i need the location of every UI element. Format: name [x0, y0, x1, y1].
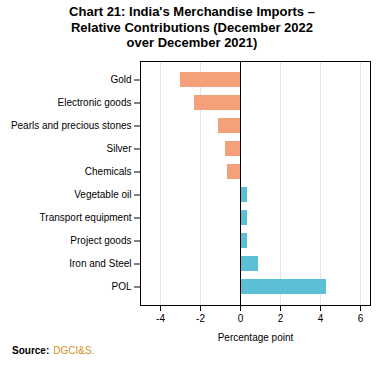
svg-text:Vegetable oil: Vegetable oil: [74, 189, 131, 200]
svg-text:Project goods: Project goods: [70, 235, 131, 246]
svg-text:2: 2: [278, 312, 284, 323]
svg-text:6: 6: [358, 312, 364, 323]
svg-text:POL: POL: [111, 281, 131, 292]
html-text:Chart 21: India's Merchandise: Chart 21: India's Merchandise Imports – …: [69, 4, 315, 51]
svg-text:Silver: Silver: [106, 143, 132, 154]
svg-text:4: 4: [318, 312, 324, 323]
svg-text:Iron and Steel: Iron and Steel: [69, 258, 131, 269]
svg-text:Pearls and precious stones: Pearls and precious stones: [11, 120, 132, 131]
svg-text:Gold: Gold: [110, 74, 131, 85]
svg-text:-2: -2: [196, 312, 205, 323]
svg-text:-4: -4: [156, 312, 165, 323]
svg-text:Transport equipment: Transport equipment: [40, 212, 132, 223]
html-text:Source: DGCI&S.: Source: DGCI&S.: [12, 344, 95, 356]
svg-text:Electronic goods: Electronic goods: [58, 97, 132, 108]
svg-text:Percentage point: Percentage point: [218, 331, 294, 342]
svg-text:Chemicals: Chemicals: [85, 166, 132, 177]
svg-text:0: 0: [238, 312, 244, 323]
